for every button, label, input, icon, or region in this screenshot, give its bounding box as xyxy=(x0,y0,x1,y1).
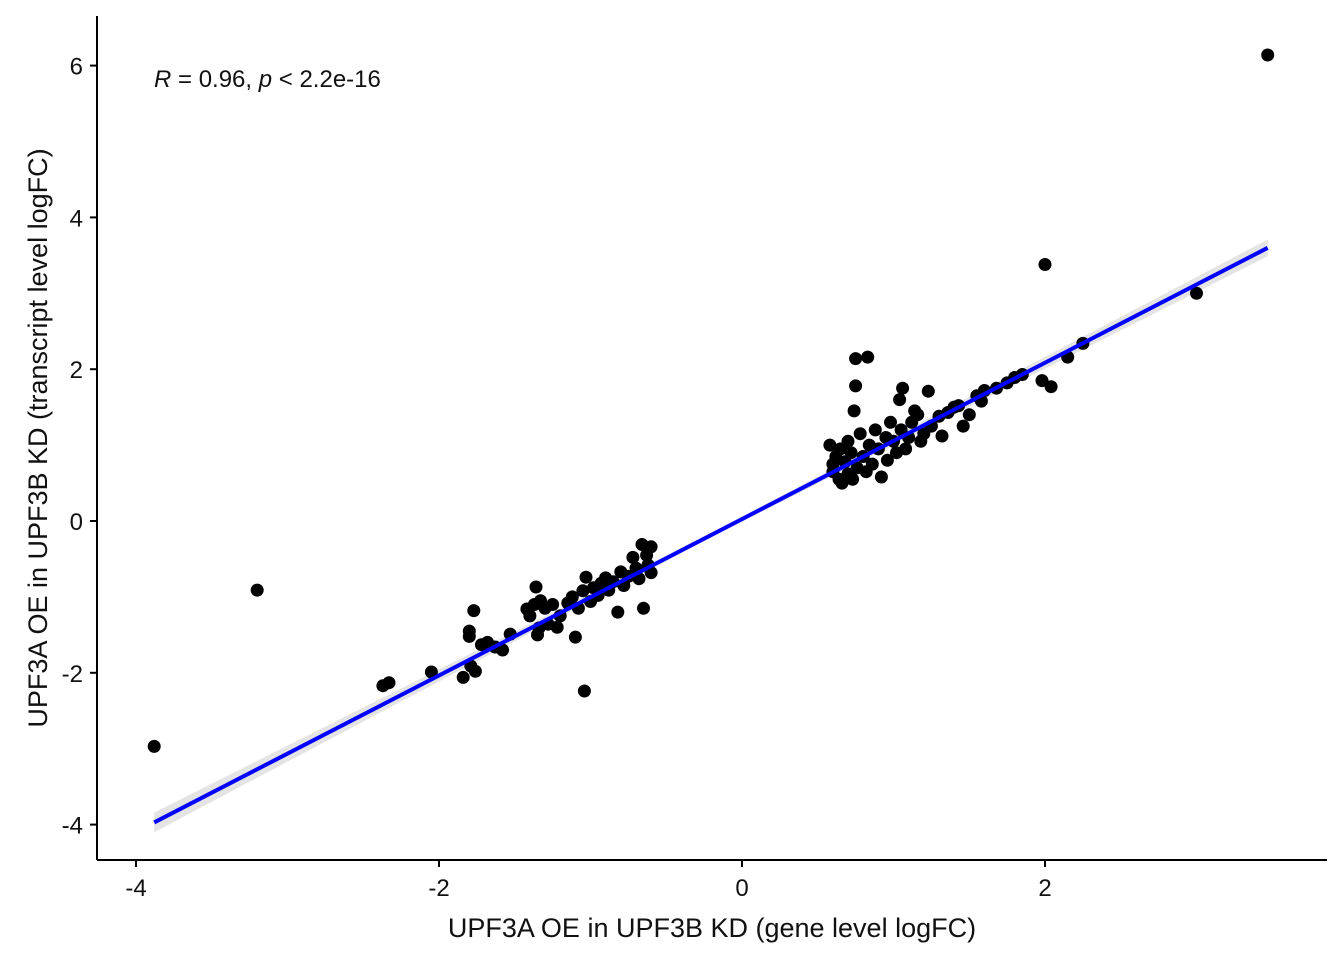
data-point xyxy=(462,629,476,643)
data-point xyxy=(523,609,537,623)
data-point xyxy=(577,684,591,698)
y-tick-label: 0 xyxy=(70,509,83,536)
regression-layer xyxy=(153,246,1269,825)
x-tick-label: 2 xyxy=(1038,875,1051,902)
regression-line xyxy=(153,246,1269,825)
r-value: = 0.96, xyxy=(171,66,258,93)
data-point xyxy=(884,415,897,429)
data-point xyxy=(1035,374,1049,388)
data-point xyxy=(626,550,640,564)
data-point xyxy=(841,434,855,448)
data-point xyxy=(899,442,913,456)
data-point xyxy=(546,598,560,611)
data-point xyxy=(956,419,970,433)
x-tick-label: -2 xyxy=(428,875,449,902)
p-value: < 2.2e-16 xyxy=(272,66,381,93)
data-point xyxy=(962,408,976,422)
data-point xyxy=(424,665,438,679)
data-point xyxy=(846,472,860,486)
data-point xyxy=(921,384,935,398)
data-point xyxy=(611,605,625,619)
data-point xyxy=(1261,48,1275,62)
points-layer xyxy=(147,48,1275,753)
data-point xyxy=(496,643,510,657)
data-point xyxy=(565,590,579,604)
data-point xyxy=(861,350,875,364)
data-point xyxy=(531,628,544,642)
x-tick-label: -4 xyxy=(125,875,146,902)
data-point xyxy=(1190,286,1203,300)
data-point xyxy=(637,601,650,615)
data-point xyxy=(896,381,910,395)
data-point xyxy=(579,570,593,584)
data-point xyxy=(874,470,888,484)
y-tick-label: -4 xyxy=(62,813,83,840)
x-tick-label: 0 xyxy=(735,875,748,902)
data-point xyxy=(844,446,858,460)
data-point xyxy=(1044,380,1058,394)
data-point xyxy=(467,604,481,618)
data-point xyxy=(865,457,879,471)
data-point xyxy=(468,664,482,678)
data-point xyxy=(893,393,907,407)
data-point xyxy=(644,540,658,554)
data-point xyxy=(568,630,582,644)
data-point xyxy=(935,429,949,443)
data-point xyxy=(147,739,161,753)
r-symbol: R xyxy=(154,66,171,93)
data-point xyxy=(250,583,264,597)
data-point xyxy=(911,408,925,422)
y-tick-label: 2 xyxy=(70,357,83,384)
y-axis-title: UPF3A OE in UPF3B KD (transcript level l… xyxy=(23,148,53,727)
y-tick-label: 4 xyxy=(70,205,83,232)
data-point xyxy=(823,438,837,452)
data-point xyxy=(529,580,543,594)
correlation-annotation: R = 0.96, p < 2.2e-16 xyxy=(154,66,381,93)
data-point xyxy=(880,453,894,467)
data-point xyxy=(849,352,863,366)
data-point xyxy=(576,584,590,598)
p-symbol: p xyxy=(258,66,272,93)
data-point xyxy=(382,676,396,690)
y-tick-label: -2 xyxy=(62,661,83,688)
x-ticks: -4 -2 0 2 xyxy=(125,860,1052,902)
data-point xyxy=(849,379,863,393)
x-axis-title: UPF3A OE in UPF3B KD (gene level logFC) xyxy=(448,913,976,943)
data-point xyxy=(550,620,564,634)
data-point xyxy=(835,476,849,490)
data-point xyxy=(456,670,470,684)
data-point xyxy=(1038,258,1052,271)
data-point xyxy=(853,427,867,441)
y-ticks: -4 -2 0 2 4 6 xyxy=(62,54,97,840)
y-tick-label: 6 xyxy=(70,54,83,81)
data-point xyxy=(868,423,882,437)
data-point xyxy=(847,404,861,418)
